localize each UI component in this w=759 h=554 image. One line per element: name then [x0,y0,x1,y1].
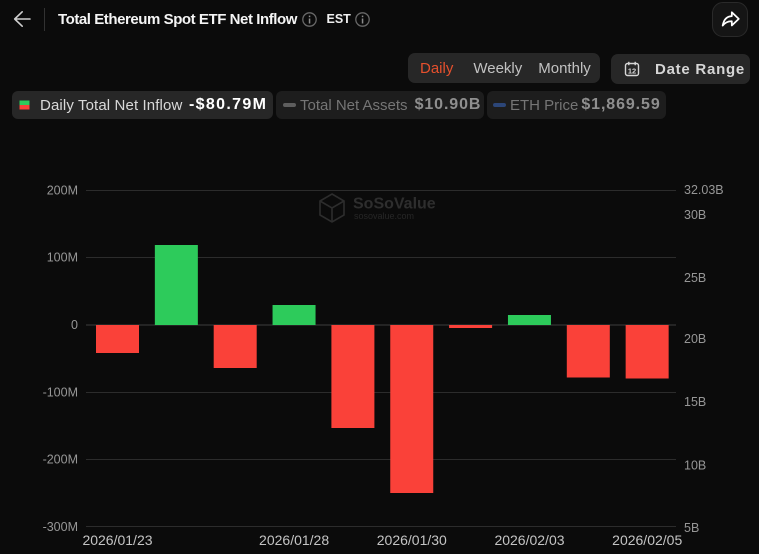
svg-text:30B: 30B [684,208,706,222]
svg-text:2026/01/23: 2026/01/23 [82,532,152,548]
svg-text:10B: 10B [684,459,706,473]
svg-text:2026/02/03: 2026/02/03 [494,532,564,548]
svg-text:200M: 200M [47,184,78,198]
svg-text:100M: 100M [47,251,78,265]
svg-text:2026/02/05: 2026/02/05 [612,532,682,548]
svg-text:2026/01/28: 2026/01/28 [259,532,329,548]
svg-text:-200M: -200M [43,453,78,467]
svg-text:-300M: -300M [43,520,78,534]
svg-text:15B: 15B [684,395,706,409]
svg-text:32.03B: 32.03B [684,183,724,197]
svg-text:25B: 25B [684,271,706,285]
svg-text:20B: 20B [684,332,706,346]
svg-text:SoSoValue: SoSoValue [353,196,436,213]
svg-text:0: 0 [71,318,78,332]
svg-text:5B: 5B [684,521,699,535]
svg-text:2026/01/30: 2026/01/30 [377,532,447,548]
svg-text:sosovalue.com: sosovalue.com [354,211,414,221]
svg-text:12: 12 [628,66,636,75]
svg-text:-100M: -100M [43,386,78,400]
